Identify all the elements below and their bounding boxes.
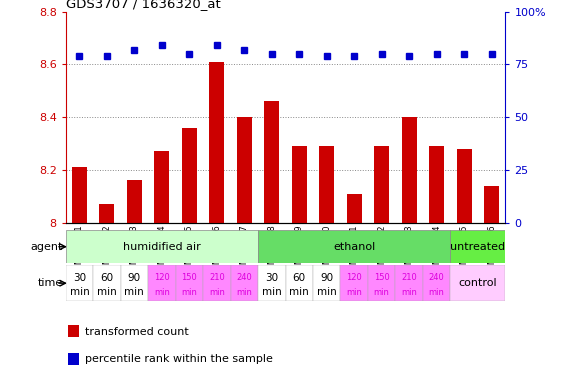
Text: 150: 150	[182, 273, 197, 282]
Text: min: min	[182, 288, 197, 297]
Bar	[401, 117, 417, 223]
Text: min: min	[209, 288, 225, 297]
Text: percentile rank within the sample: percentile rank within the sample	[86, 354, 274, 364]
Text: 240: 240	[429, 273, 444, 282]
Bar	[374, 146, 389, 223]
Text: 90: 90	[320, 273, 333, 283]
Text: time: time	[38, 278, 63, 288]
Bar	[451, 265, 505, 301]
Bar	[203, 265, 231, 301]
Bar	[264, 101, 279, 223]
Text: 90: 90	[128, 273, 141, 283]
Bar	[231, 265, 258, 301]
Bar	[347, 194, 362, 223]
Text: 210: 210	[209, 273, 224, 282]
Bar	[457, 149, 472, 223]
Bar	[148, 265, 176, 301]
Bar	[395, 265, 423, 301]
Text: min: min	[236, 288, 252, 297]
Bar	[154, 151, 170, 223]
Bar	[66, 230, 258, 263]
Text: 210: 210	[401, 273, 417, 282]
Bar	[286, 265, 313, 301]
Text: 30: 30	[265, 273, 278, 283]
Text: min: min	[346, 288, 362, 297]
Text: 60: 60	[100, 273, 114, 283]
Text: min: min	[124, 287, 144, 297]
Bar	[319, 146, 334, 223]
Bar	[182, 128, 197, 223]
Text: min: min	[317, 287, 336, 297]
Bar	[423, 265, 451, 301]
Text: min: min	[429, 288, 445, 297]
Text: min: min	[262, 287, 282, 297]
Bar	[292, 146, 307, 223]
Text: untreated: untreated	[451, 242, 505, 252]
Text: ethanol: ethanol	[333, 242, 375, 252]
Bar	[209, 62, 224, 223]
Bar	[127, 180, 142, 223]
Bar	[72, 167, 87, 223]
Text: 150: 150	[374, 273, 389, 282]
Text: control: control	[459, 278, 497, 288]
Text: min: min	[97, 287, 116, 297]
Bar	[484, 186, 499, 223]
Bar	[429, 146, 444, 223]
Bar	[68, 353, 79, 364]
Bar	[68, 325, 79, 337]
Text: transformed count: transformed count	[86, 327, 189, 337]
Bar	[237, 117, 252, 223]
Bar	[258, 230, 451, 263]
Text: 240: 240	[236, 273, 252, 282]
Bar	[340, 265, 368, 301]
Text: GDS3707 / 1636320_at: GDS3707 / 1636320_at	[66, 0, 220, 10]
Bar	[66, 265, 93, 301]
Text: 120: 120	[154, 273, 170, 282]
Text: agent: agent	[30, 242, 63, 252]
Text: min: min	[401, 288, 417, 297]
Bar	[99, 204, 114, 223]
Bar	[451, 230, 505, 263]
Text: min: min	[70, 287, 89, 297]
Text: humidified air: humidified air	[123, 242, 201, 252]
Bar	[258, 265, 286, 301]
Text: 30: 30	[73, 273, 86, 283]
Text: min: min	[289, 287, 309, 297]
Bar	[176, 265, 203, 301]
Bar	[93, 265, 120, 301]
Bar	[368, 265, 395, 301]
Text: 60: 60	[293, 273, 306, 283]
Text: min: min	[154, 288, 170, 297]
Text: min: min	[374, 288, 389, 297]
Bar	[313, 265, 340, 301]
Bar	[120, 265, 148, 301]
Text: 120: 120	[347, 273, 362, 282]
